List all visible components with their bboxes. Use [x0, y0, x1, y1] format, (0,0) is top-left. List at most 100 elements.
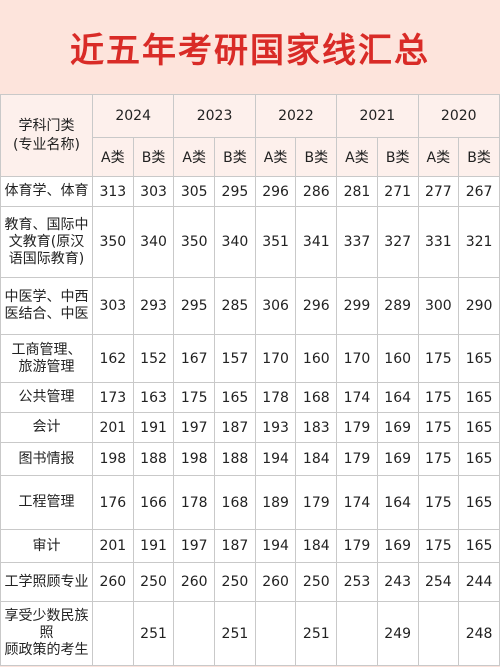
score-b-cell: 248 [458, 601, 500, 666]
score-b-cell: 293 [132, 277, 175, 335]
score-b-cell: 290 [458, 277, 500, 335]
score-a-cell: 303 [92, 277, 134, 335]
score-a-cell: 175 [417, 334, 460, 383]
score-b-cell: 168 [214, 475, 256, 530]
category-line: 工商管理、 [11, 341, 82, 358]
score-a-cell: 197 [173, 412, 216, 443]
category-line: 工学照顾专业 [4, 573, 89, 590]
category-line: 教育、国际中 [4, 216, 89, 233]
score-a-cell [92, 601, 134, 666]
score-b-cell: 191 [132, 412, 175, 443]
category-cell: 体育学、体育 [0, 176, 93, 207]
score-a-cell: 174 [336, 382, 378, 413]
score-b-cell: 152 [132, 334, 175, 383]
score-a-cell: 253 [336, 562, 378, 602]
score-b-cell: 166 [132, 475, 175, 530]
score-a-cell: 313 [92, 176, 134, 207]
score-a-cell: 281 [336, 176, 378, 207]
score-b-cell: 243 [376, 562, 419, 602]
score-b-cell: 251 [132, 601, 175, 666]
class-b-header: B类 [214, 137, 256, 177]
score-a-cell: 337 [336, 206, 378, 278]
category-cell: 教育、国际中 文教育(原汉 语国际教育) [0, 206, 93, 278]
category-header-line2: (专业名称) [13, 136, 80, 153]
category-cell: 公共管理 [0, 382, 93, 413]
score-b-cell: 249 [376, 601, 419, 666]
category-line: 医结合、中医 [4, 306, 89, 322]
category-header: 学科门类 (专业名称) [0, 94, 93, 177]
table-row: 体育学、体育 313 303 305 295 296 286 281 271 277 267 [0, 176, 500, 207]
class-b-header: B类 [376, 137, 419, 177]
year-header-2022: 2022 [254, 94, 338, 138]
class-a-header: A类 [173, 137, 216, 177]
score-a-cell [417, 601, 460, 666]
score-a-cell: 193 [254, 412, 297, 443]
table-row: 工商管理、 旅游管理 162 152 167 157 170 160 170 160 175 165 [0, 334, 500, 383]
score-a-cell: 175 [417, 382, 460, 413]
class-a-header: A类 [417, 137, 460, 177]
score-b-cell: 244 [458, 562, 500, 602]
category-header-line1: 学科门类 [18, 117, 75, 134]
score-b-cell: 286 [295, 176, 338, 207]
score-a-cell: 175 [417, 529, 460, 563]
score-b-cell: 296 [295, 277, 338, 335]
score-a-cell: 174 [336, 475, 378, 530]
class-a-header: A类 [254, 137, 297, 177]
score-a-cell: 179 [336, 529, 378, 563]
score-a-cell: 167 [173, 334, 216, 383]
score-b-cell: 160 [295, 334, 338, 383]
score-b-cell: 327 [376, 206, 419, 278]
score-b-cell: 188 [132, 442, 175, 476]
score-a-cell: 331 [417, 206, 460, 278]
score-b-cell: 165 [458, 334, 500, 383]
table-row: 公共管理 173 163 175 165 178 168 174 164 175 165 [0, 382, 500, 413]
category-line: 中医学、中西 [4, 289, 89, 305]
score-a-cell: 189 [254, 475, 297, 530]
score-a-cell: 306 [254, 277, 297, 335]
category-cell: 审计 [0, 529, 93, 563]
score-b-cell: 250 [132, 562, 175, 602]
category-cell: 工商管理、 旅游管理 [0, 334, 93, 383]
class-b-header: B类 [132, 137, 175, 177]
score-b-cell: 321 [458, 206, 500, 278]
score-a-cell: 351 [254, 206, 297, 278]
score-a-cell: 173 [92, 382, 134, 413]
score-b-cell: 295 [214, 176, 256, 207]
score-b-cell: 163 [132, 382, 175, 413]
score-a-cell: 299 [336, 277, 378, 335]
score-a-cell: 260 [254, 562, 297, 602]
score-a-cell: 305 [173, 176, 216, 207]
score-b-cell: 341 [295, 206, 338, 278]
score-a-cell: 162 [92, 334, 134, 383]
category-line: 会计 [32, 419, 61, 435]
score-a-cell [336, 601, 378, 666]
score-b-cell: 165 [214, 382, 256, 413]
score-b-cell: 187 [214, 529, 256, 563]
score-a-cell: 194 [254, 529, 297, 563]
table-row: 中医学、中西 医结合、中医 303 293 295 285 306 296 299 289 300 2… [0, 277, 500, 335]
score-a-cell: 350 [173, 206, 216, 278]
category-cell: 工程管理 [0, 475, 93, 530]
category-line: 图书情报 [18, 450, 75, 467]
year-header-2023: 2023 [173, 94, 256, 138]
category-cell: 会计 [0, 412, 93, 443]
score-b-cell: 179 [295, 475, 338, 530]
score-b-cell: 267 [458, 176, 500, 207]
year-header-2020: 2020 [417, 94, 500, 138]
score-a-cell: 201 [92, 529, 134, 563]
score-b-cell: 184 [295, 529, 338, 563]
year-header-2024: 2024 [91, 94, 175, 138]
table-row: 会计 201 191 197 187 193 183 179 169 175 165 [0, 412, 500, 443]
score-a-cell: 295 [173, 277, 216, 335]
score-b-cell: 303 [132, 176, 175, 207]
score-b-cell: 340 [132, 206, 175, 278]
table-row: 教育、国际中 文教育(原汉 语国际教育) 350 340 350 340 351 341 337 3… [0, 206, 500, 278]
table-row: 享受少数民族照 顾政策的考生 251 251 251 249 248 [0, 601, 500, 666]
category-line: 体育学、体育 [4, 183, 89, 199]
title-banner: 近五年考研国家线汇总 [0, 0, 500, 94]
category-cell: 图书情报 [0, 442, 93, 476]
score-a-cell: 175 [173, 382, 216, 413]
score-b-cell: 165 [458, 382, 500, 413]
score-a-cell: 194 [254, 442, 297, 476]
